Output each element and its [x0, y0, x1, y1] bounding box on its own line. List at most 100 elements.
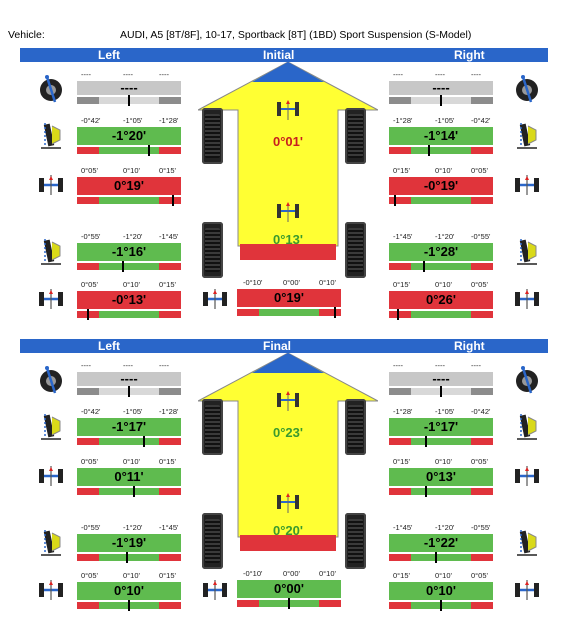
wheel-rear-right	[345, 513, 366, 569]
section-title-left: Left	[98, 339, 120, 353]
tick-label: ----	[435, 361, 445, 370]
left-caster-ticks: ---- ---- ----	[77, 361, 181, 371]
tick-label: -1°20'	[123, 232, 143, 241]
gauge-marker	[397, 309, 399, 320]
right-front-toe-ticks: 0°15' 0°10' 0°05'	[389, 166, 493, 176]
gauge-marker	[425, 486, 427, 497]
section-title-right: Right	[454, 339, 485, 353]
tick-label: -1°05'	[435, 407, 455, 416]
left-rear-camber-bar	[77, 261, 181, 272]
left-rear-toe-bar	[77, 600, 181, 611]
tick-label: -1°45'	[393, 523, 413, 532]
tick-label: 0°00'	[283, 278, 300, 287]
tick-label: -1°20'	[435, 523, 455, 532]
thrust-ticks: -0°10' 0°00' 0°10'	[237, 569, 341, 579]
tick-label: 0°10'	[319, 569, 336, 578]
tick-label: ----	[123, 361, 133, 370]
right-caster-icon	[516, 366, 538, 394]
tick-label: -1°28'	[159, 116, 179, 125]
tick-label: -1°45'	[159, 523, 179, 532]
left-front-toe-icon	[39, 466, 63, 486]
gauge-marker	[128, 600, 130, 611]
right-rear-camber-icon	[517, 530, 537, 556]
right-caster-icon	[516, 75, 538, 103]
tick-label: 0°10'	[435, 280, 452, 289]
left-caster-bar	[77, 386, 181, 397]
right-front-toe-bar	[389, 486, 493, 497]
right-front-camber-value: -1°17'	[389, 418, 493, 436]
right-caster-value: ----	[389, 372, 493, 386]
tick-label: ----	[81, 70, 91, 79]
left-front-toe-icon	[39, 175, 63, 195]
gauge-marker	[87, 309, 89, 320]
gauge-marker	[394, 195, 396, 206]
left-front-toe-bar	[77, 486, 181, 497]
right-caster-bar	[389, 386, 493, 397]
right-rear-camber-icon	[517, 239, 537, 265]
tick-label: 0°15'	[393, 280, 410, 289]
tick-label: ----	[393, 361, 403, 370]
right-rear-camber-bar	[389, 552, 493, 563]
right-front-camber-bar	[389, 145, 493, 156]
rear-total-toe: 0°20'	[273, 523, 303, 538]
right-rear-toe-bar	[389, 309, 493, 320]
tick-label: 0°10'	[123, 571, 140, 580]
tick-label: 0°15'	[159, 457, 176, 466]
rear-axle-icon	[277, 202, 299, 222]
thrust-angle-icon	[203, 580, 227, 600]
right-rear-toe-icon	[515, 580, 539, 600]
front-total-toe: 0°01'	[273, 134, 303, 149]
left-front-camber-bar	[77, 436, 181, 447]
left-front-camber-value: -1°20'	[77, 127, 181, 145]
gauge-marker	[122, 261, 124, 272]
tick-label: 0°05'	[81, 571, 98, 580]
tick-label: 0°10'	[123, 457, 140, 466]
tick-label: ----	[471, 361, 481, 370]
thrust-angle-bar	[237, 598, 341, 609]
right-front-toe-icon	[515, 466, 539, 486]
left-front-toe-bar	[77, 195, 181, 206]
left-front-toe-ticks: 0°05' 0°10' 0°15'	[77, 166, 181, 176]
tick-label: ----	[393, 70, 403, 79]
gauge-marker	[423, 261, 425, 272]
right-front-camber-ticks: -1°28' -1°05' -0°42'	[389, 407, 493, 417]
tick-label: ----	[471, 70, 481, 79]
rear-total-toe: 0°13'	[273, 232, 303, 247]
tick-label: -1°05'	[435, 116, 455, 125]
wheel-front-left	[202, 108, 223, 164]
gauge-marker	[128, 386, 130, 397]
tick-label: -1°45'	[159, 232, 179, 241]
thrust-angle-icon	[203, 289, 227, 309]
vehicle-label: Vehicle:	[8, 29, 45, 41]
right-front-camber-value: -1°14'	[389, 127, 493, 145]
right-front-toe-value: -0°19'	[389, 177, 493, 195]
tick-label: -1°20'	[123, 523, 143, 532]
tick-label: 0°10'	[435, 166, 452, 175]
left-rear-camber-value: -1°19'	[77, 534, 181, 552]
section-title-center: Final	[263, 339, 292, 353]
left-rear-camber-bar	[77, 552, 181, 563]
right-rear-toe-ticks: 0°15' 0°10' 0°05'	[389, 280, 493, 290]
right-rear-toe-value: 0°10'	[389, 582, 493, 600]
thrust-angle-value: 0°19'	[237, 289, 341, 307]
tick-label: 0°05'	[471, 457, 488, 466]
tick-label: -1°28'	[159, 407, 179, 416]
vehicle-header: Vehicle: AUDI, A5 [8T/8F], 10-17, Sportb…	[8, 29, 568, 43]
tick-label: -1°05'	[123, 407, 143, 416]
left-rear-toe-value: -0°13'	[77, 291, 181, 309]
section-band-initial: Left Initial Right	[20, 48, 548, 62]
right-front-toe-ticks: 0°15' 0°10' 0°05'	[389, 457, 493, 467]
tick-label: 0°15'	[393, 457, 410, 466]
tick-label: 0°05'	[81, 280, 98, 289]
thrust-angle-bar	[237, 307, 341, 318]
left-rear-camber-ticks: -0°55' -1°20' -1°45'	[77, 523, 181, 533]
wheel-rear-left	[202, 513, 223, 569]
right-front-camber-ticks: -1°28' -1°05' -0°42'	[389, 116, 493, 126]
right-rear-camber-ticks: -1°45' -1°20' -0°55'	[389, 232, 493, 242]
vehicle-arrow	[198, 62, 378, 260]
tick-label: 0°05'	[471, 571, 488, 580]
gauge-marker	[440, 95, 442, 106]
tick-label: -1°28'	[393, 407, 413, 416]
left-front-toe-ticks: 0°05' 0°10' 0°15'	[77, 457, 181, 467]
gauge-marker	[435, 552, 437, 563]
